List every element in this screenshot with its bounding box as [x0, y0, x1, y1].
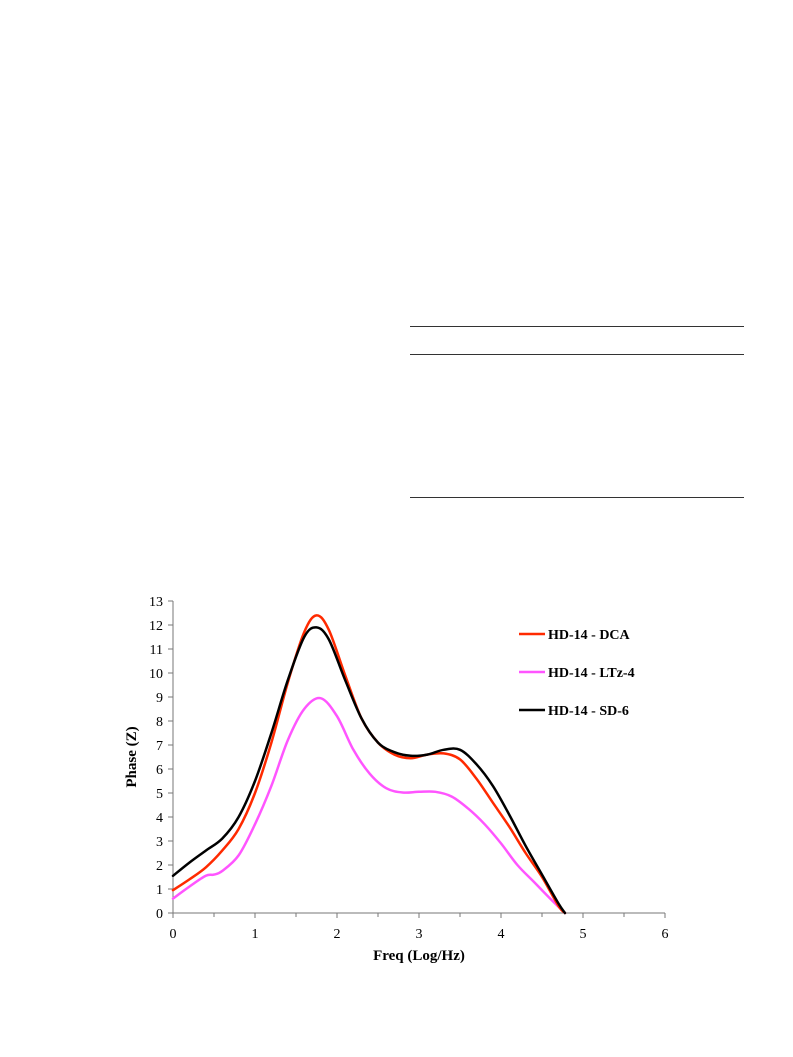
x-tick-label: 0 — [170, 927, 177, 942]
legend-label-1: HD-14 - LTz-4 — [548, 666, 635, 681]
y-tick-label: 5 — [156, 787, 163, 802]
y-tick-label: 11 — [150, 643, 163, 658]
y-tick-label: 7 — [156, 739, 163, 754]
table-rule-bottom — [410, 497, 744, 498]
x-tick-label: 2 — [334, 927, 341, 942]
y-tick-label: 2 — [156, 859, 163, 874]
x-tick-label: 5 — [580, 927, 587, 942]
y-tick-label: 8 — [156, 715, 163, 730]
y-tick-label: 13 — [149, 595, 163, 610]
y-tick-label: 10 — [149, 667, 163, 682]
x-tick-label: 6 — [662, 927, 669, 942]
legend-label-2: HD-14 - SD-6 — [548, 704, 629, 719]
legend-label-0: HD-14 - DCA — [548, 628, 631, 643]
table-rule-middle — [410, 354, 744, 355]
table-rule-top — [410, 326, 744, 327]
y-tick-label: 3 — [156, 835, 163, 850]
y-tick-label: 0 — [156, 907, 163, 922]
y-tick-label: 4 — [156, 811, 163, 826]
x-tick-label: 1 — [252, 927, 259, 942]
legend: HD-14 - DCA HD-14 - LTz-4 HD-14 - SD-6 — [519, 628, 635, 719]
y-tick-label: 1 — [156, 883, 163, 898]
series-line-0 — [171, 614, 567, 915]
x-tick-label: 3 — [416, 927, 423, 942]
y-tick-label: 9 — [156, 691, 163, 706]
x-tick-label: 4 — [498, 927, 505, 942]
series-line-2 — [171, 626, 567, 915]
y-tick-label: 12 — [149, 619, 163, 634]
y-tick-label: 6 — [156, 763, 163, 778]
series-line-1 — [171, 696, 567, 915]
series-layer — [171, 614, 567, 915]
x-axis-title: Freq (Log/Hz) — [373, 948, 465, 964]
y-axis-title: Phase (Z) — [124, 726, 140, 787]
